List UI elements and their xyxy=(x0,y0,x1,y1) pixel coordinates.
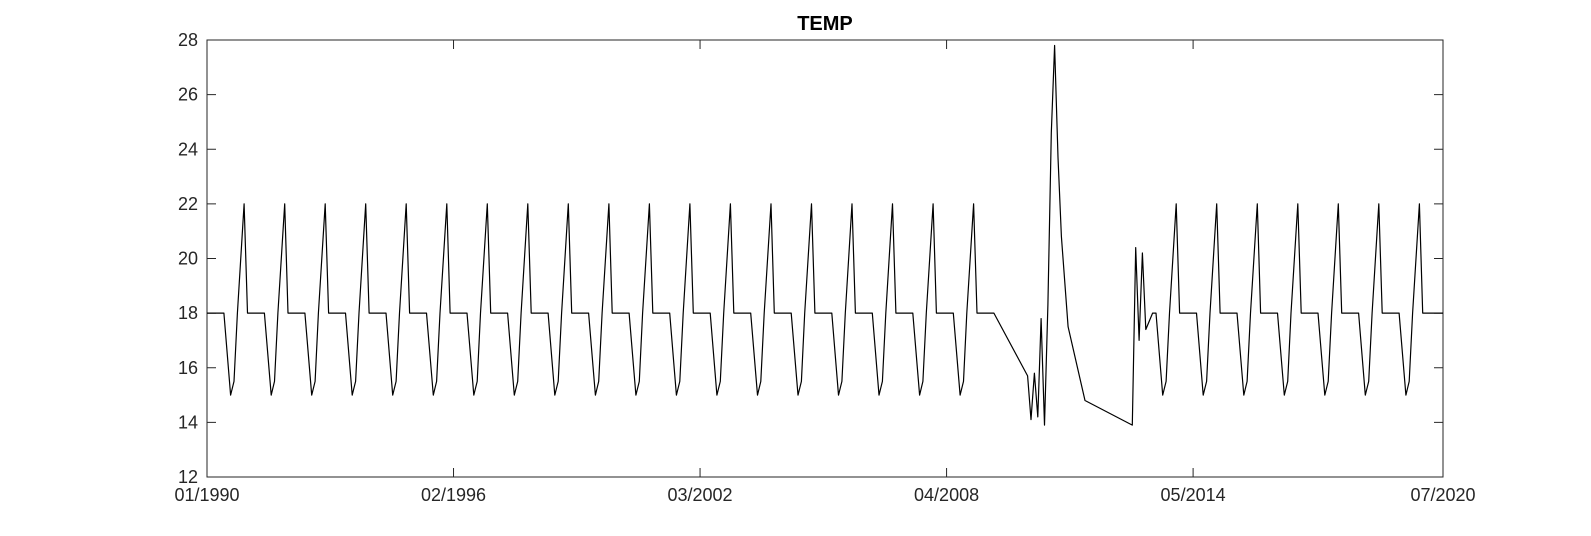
x-tick-label: 03/2002 xyxy=(668,485,733,505)
y-tick-label: 20 xyxy=(178,249,198,269)
y-tick-label: 12 xyxy=(178,467,198,487)
temp-series-line xyxy=(207,44,1443,426)
x-tick-label: 04/2008 xyxy=(914,485,979,505)
x-tick-label: 07/2020 xyxy=(1410,485,1475,505)
x-tick-label: 01/1990 xyxy=(174,485,239,505)
y-tick-label: 22 xyxy=(178,194,198,214)
y-tick-label: 24 xyxy=(178,139,198,159)
chart-title: TEMP xyxy=(797,13,853,35)
y-tick-label: 16 xyxy=(178,358,198,378)
x-tick-label: 05/2014 xyxy=(1161,485,1226,505)
x-axis: 01/1990 02/1996 03/2002 04/2008 05/2014 07/20… xyxy=(174,40,1476,505)
y-tick-label: 26 xyxy=(178,85,198,105)
y-tick-label: 28 xyxy=(178,30,198,50)
x-tick-label: 02/1996 xyxy=(421,485,486,505)
y-tick-label: 14 xyxy=(178,412,198,432)
plot-area xyxy=(206,39,1444,478)
y-axis: 12 14 16 18 20 22 24 26 28 xyxy=(178,30,1443,487)
y-tick-label: 18 xyxy=(178,303,198,323)
